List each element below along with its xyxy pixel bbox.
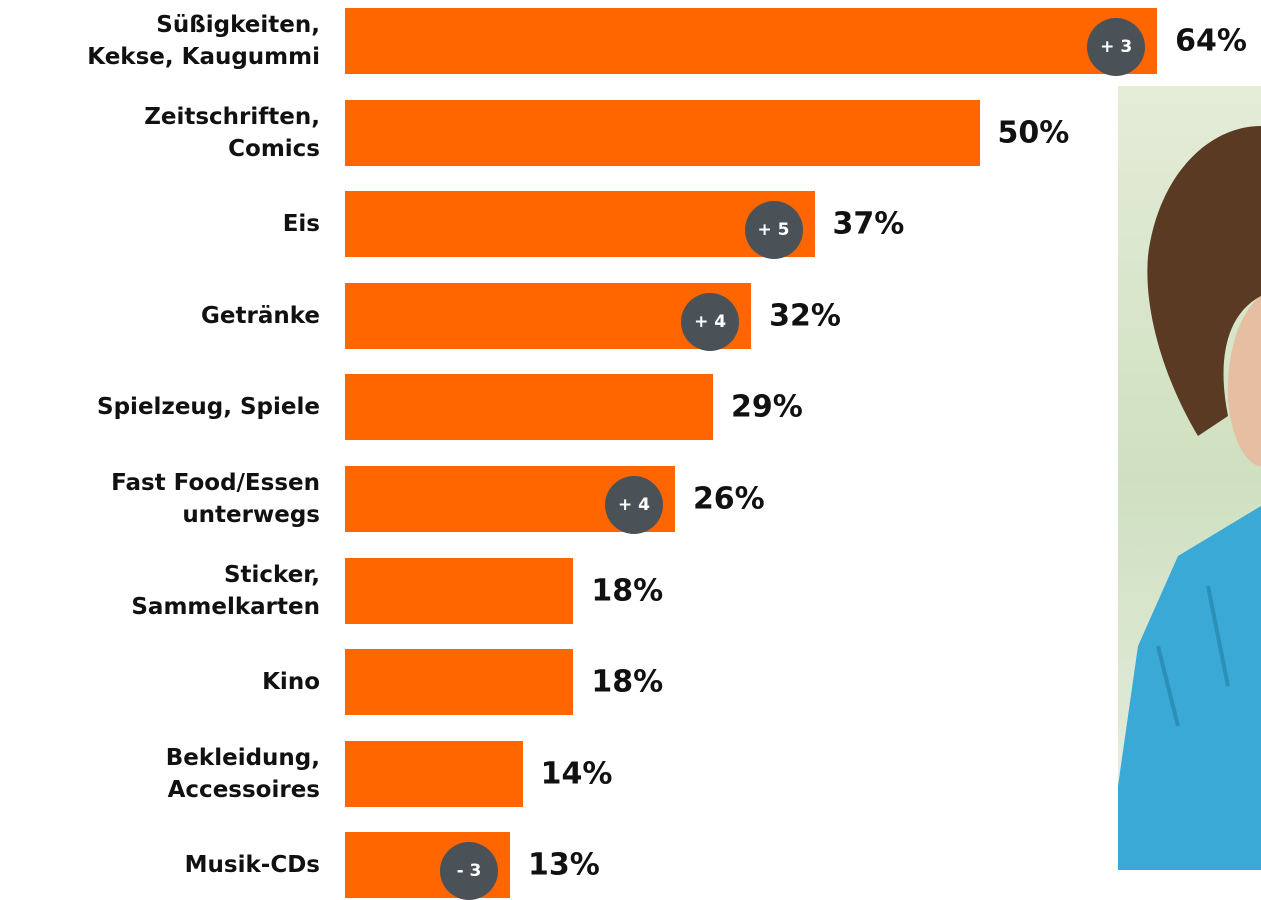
category-label: Sticker, Sammelkarten	[131, 561, 320, 620]
value-label: 32%	[769, 298, 841, 334]
change-badge: + 5	[744, 201, 803, 260]
value-label: 18%	[591, 573, 664, 609]
value-label: 26%	[692, 481, 765, 517]
value-label: 14%	[540, 756, 613, 792]
bar	[345, 191, 815, 258]
category-label: Bekleidung, Accessoires	[165, 744, 320, 803]
value-label: 29%	[731, 389, 803, 425]
bar	[345, 374, 713, 441]
category-label: Eis	[282, 211, 320, 238]
bar	[345, 649, 574, 716]
category-label: Zeitschriften, Comics	[144, 103, 320, 162]
change-badge: + 4	[681, 292, 740, 351]
value-label: 50%	[997, 115, 1070, 151]
bar	[345, 8, 1158, 74]
category-label: Fast Food/Essen unterwegs	[111, 470, 320, 528]
value-label: 37%	[832, 206, 905, 242]
category-label: Musik-CDs	[184, 852, 320, 879]
category-label: Süßigkeiten, Kekse, Kaugummi	[87, 12, 320, 70]
bar	[345, 740, 523, 807]
change-badge: + 4	[604, 476, 663, 534]
photo	[1118, 86, 1261, 870]
category-label: Getränke	[201, 302, 320, 329]
category-label: Kino	[262, 669, 320, 696]
change-badge: - 3	[439, 842, 498, 900]
bar	[345, 557, 574, 624]
value-label: 18%	[591, 664, 664, 700]
category-label: Spielzeug, Spiele	[97, 394, 320, 421]
change-badge: + 3	[1087, 18, 1146, 76]
bar	[345, 99, 980, 166]
value-label: 13%	[527, 847, 600, 883]
value-label: 64%	[1175, 23, 1247, 59]
